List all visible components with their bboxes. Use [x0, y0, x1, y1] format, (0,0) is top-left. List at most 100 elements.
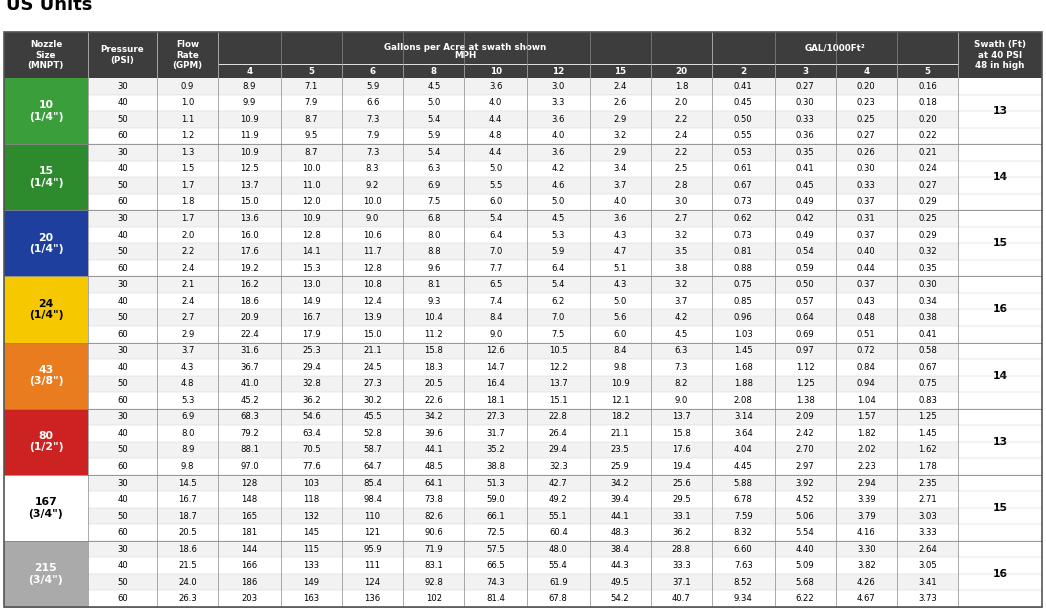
Text: 24
(1/4"): 24 (1/4")	[28, 299, 63, 320]
Text: 1.03: 1.03	[734, 330, 753, 338]
Text: 6.3: 6.3	[675, 346, 688, 355]
Text: 3.30: 3.30	[857, 545, 876, 554]
Text: 0.37: 0.37	[857, 231, 876, 239]
Text: 145: 145	[303, 528, 319, 537]
Text: 15.3: 15.3	[302, 264, 321, 272]
Bar	[88, 343, 958, 359]
Text: 25.6: 25.6	[672, 479, 690, 488]
Text: 1.57: 1.57	[857, 412, 876, 422]
Text: 16: 16	[993, 569, 1007, 579]
Text: 5.06: 5.06	[796, 512, 815, 521]
Text: 0.30: 0.30	[857, 165, 876, 173]
Text: 0.64: 0.64	[796, 313, 815, 322]
Text: 0.85: 0.85	[734, 297, 753, 305]
Text: 0.61: 0.61	[734, 165, 753, 173]
Text: 4.8: 4.8	[181, 379, 195, 389]
Text: 17.6: 17.6	[241, 247, 259, 256]
Text: 0.41: 0.41	[918, 330, 937, 338]
Text: 4: 4	[863, 67, 869, 75]
Text: 102: 102	[426, 594, 441, 603]
Text: 3.2: 3.2	[613, 132, 627, 140]
Text: 6.9: 6.9	[181, 412, 195, 422]
Text: 8.0: 8.0	[181, 429, 195, 438]
Text: 49.5: 49.5	[611, 578, 630, 587]
Text: 4.26: 4.26	[857, 578, 876, 587]
Text: 0.27: 0.27	[796, 82, 815, 91]
Text: 0.23: 0.23	[857, 99, 876, 107]
Text: 3.33: 3.33	[918, 528, 937, 537]
Text: 50: 50	[117, 578, 128, 587]
Text: 149: 149	[303, 578, 319, 587]
Text: 0.16: 0.16	[918, 82, 937, 91]
Text: 2.23: 2.23	[857, 462, 876, 471]
Bar	[88, 310, 958, 326]
Text: 9.5: 9.5	[304, 132, 318, 140]
Bar	[958, 277, 1042, 343]
Text: 35.2: 35.2	[486, 446, 505, 455]
Text: 48.3: 48.3	[611, 528, 630, 537]
Text: 0.51: 0.51	[857, 330, 876, 338]
Text: 2.35: 2.35	[918, 479, 937, 488]
Bar	[88, 475, 958, 491]
Bar	[958, 343, 1042, 409]
Text: 50: 50	[117, 313, 128, 322]
Text: 5.3: 5.3	[181, 396, 195, 405]
Text: 13.9: 13.9	[363, 313, 382, 322]
Text: 0.35: 0.35	[918, 264, 937, 272]
Text: 0.67: 0.67	[734, 181, 753, 190]
Text: 40: 40	[117, 429, 128, 438]
Text: 6.2: 6.2	[551, 297, 565, 305]
Text: 9.3: 9.3	[427, 297, 440, 305]
Text: 43
(3/8"): 43 (3/8")	[28, 365, 63, 386]
Text: 19.2: 19.2	[241, 264, 259, 272]
Text: 10.9: 10.9	[611, 379, 630, 389]
Bar	[88, 260, 958, 277]
Text: 10
(1/4"): 10 (1/4")	[28, 100, 63, 122]
Text: 81.4: 81.4	[486, 594, 505, 603]
Text: 4.5: 4.5	[675, 330, 688, 338]
Text: 3.82: 3.82	[857, 561, 876, 570]
Text: 12.6: 12.6	[486, 346, 505, 355]
Text: 44.1: 44.1	[611, 512, 630, 521]
Text: 9.2: 9.2	[366, 181, 380, 190]
Text: 0.49: 0.49	[796, 198, 815, 206]
Text: 73.8: 73.8	[425, 495, 444, 504]
Text: 60: 60	[117, 132, 128, 140]
Text: 6.0: 6.0	[613, 330, 627, 338]
Bar	[88, 244, 958, 260]
Text: 6.6: 6.6	[366, 99, 380, 107]
Text: 4.0: 4.0	[613, 198, 627, 206]
Text: 64.1: 64.1	[425, 479, 444, 488]
Text: 58.7: 58.7	[363, 446, 382, 455]
Text: 4.3: 4.3	[181, 363, 195, 372]
Text: 144: 144	[242, 545, 257, 554]
Text: 1.1: 1.1	[181, 115, 195, 124]
Text: 0.41: 0.41	[796, 165, 815, 173]
Text: 60: 60	[117, 594, 128, 603]
Text: 3.73: 3.73	[918, 594, 937, 603]
Text: 42.7: 42.7	[549, 479, 568, 488]
Text: 19.4: 19.4	[672, 462, 690, 471]
Text: 63.4: 63.4	[302, 429, 321, 438]
Text: 6.22: 6.22	[796, 594, 815, 603]
Text: 3.7: 3.7	[613, 181, 627, 190]
Text: 163: 163	[303, 594, 319, 603]
Text: 186: 186	[242, 578, 257, 587]
Text: 0.9: 0.9	[181, 82, 195, 91]
Text: 6.8: 6.8	[427, 214, 440, 223]
Text: 0.37: 0.37	[857, 280, 876, 289]
Text: 40: 40	[117, 297, 128, 305]
Text: 0.25: 0.25	[857, 115, 876, 124]
Text: 18.6: 18.6	[241, 297, 259, 305]
Text: 181: 181	[242, 528, 257, 537]
Text: 1.25: 1.25	[918, 412, 937, 422]
Text: 27.3: 27.3	[486, 412, 505, 422]
Bar	[4, 32, 1042, 78]
Text: 5.09: 5.09	[796, 561, 815, 570]
Text: 121: 121	[365, 528, 381, 537]
Text: 0.50: 0.50	[796, 280, 815, 289]
Text: 64.7: 64.7	[363, 462, 382, 471]
Text: 15
(1/4"): 15 (1/4")	[28, 166, 63, 188]
Text: 6.3: 6.3	[427, 165, 440, 173]
Text: 22.6: 22.6	[425, 396, 444, 405]
